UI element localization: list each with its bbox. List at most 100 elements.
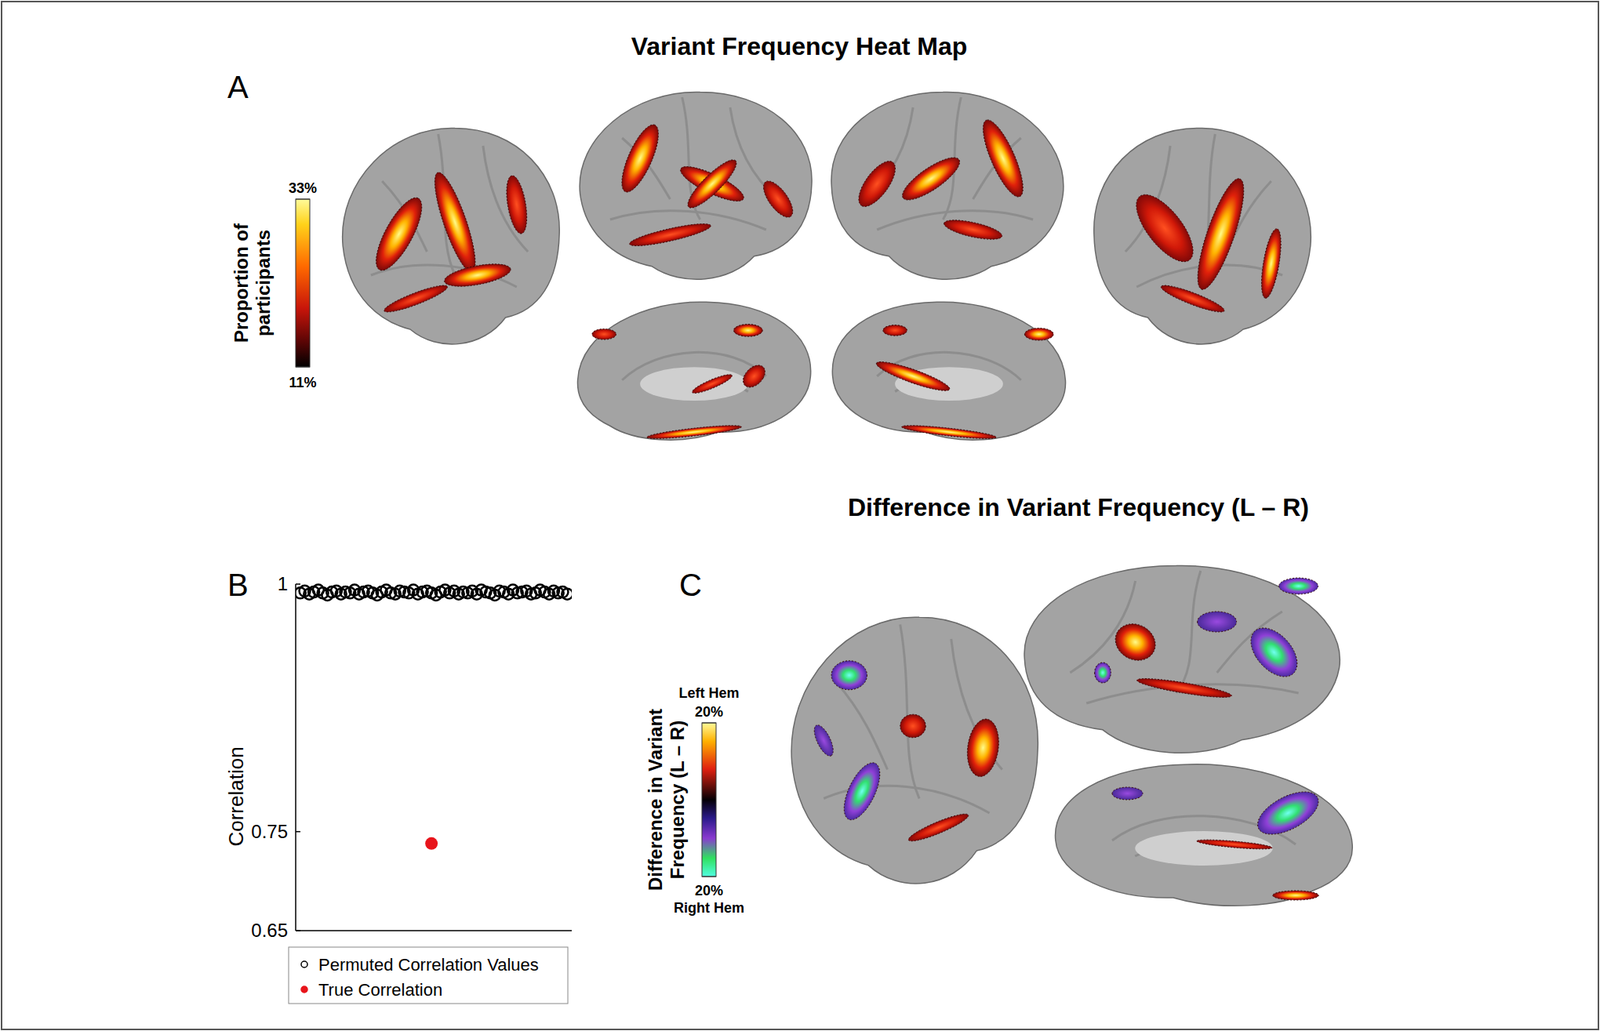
blob <box>1112 787 1143 800</box>
colorbar-tick <box>701 723 717 724</box>
brain <box>342 127 560 345</box>
blob <box>810 722 837 760</box>
blob <box>592 328 617 340</box>
sulcus <box>836 683 888 771</box>
sulcus <box>900 625 920 800</box>
line: Frequency (L – R) <box>666 720 688 880</box>
brain-surface <box>1024 565 1340 753</box>
legend-label: True Correlation <box>318 980 443 1000</box>
colorbar-label: Proportion ofparticipants <box>230 222 274 343</box>
line: Difference in Variant <box>644 709 666 891</box>
title: Variant Frequency Heat Map <box>631 32 968 61</box>
blob <box>427 168 484 277</box>
title: Difference in Variant Frequency (L – R) <box>847 493 1310 522</box>
blob <box>1189 174 1253 295</box>
blob <box>627 219 713 251</box>
blob <box>831 661 868 691</box>
medial-wall <box>640 367 749 401</box>
brain <box>1094 127 1312 345</box>
blob <box>941 216 1004 244</box>
legend-marker <box>301 986 308 993</box>
brain-surface <box>832 301 1066 440</box>
colorbar-tick-label: 20% <box>694 883 724 899</box>
colorbar-tick-label: 33% <box>288 180 317 197</box>
blob <box>688 371 735 396</box>
blob <box>738 363 770 390</box>
marks <box>295 585 572 851</box>
brain-surface <box>579 91 812 280</box>
blob <box>381 281 450 317</box>
brain-surface <box>831 91 1064 280</box>
blob <box>906 810 971 847</box>
brain-surface <box>791 617 1038 884</box>
blob <box>1197 611 1237 633</box>
brain <box>579 91 812 280</box>
brain <box>831 91 1064 280</box>
blob <box>681 155 743 213</box>
panel-label: B <box>227 567 249 603</box>
blob <box>836 756 888 827</box>
legend-label: Permuted Correlation Values <box>318 955 539 975</box>
blob <box>895 151 967 207</box>
brain-surface <box>577 301 811 440</box>
colorbar-tick <box>701 876 717 878</box>
colorbar-tick <box>295 199 310 200</box>
y-tick <box>295 930 301 932</box>
blob <box>975 116 1032 201</box>
colorbar <box>295 199 310 368</box>
blob <box>1159 281 1227 317</box>
panel-label: A <box>227 69 249 105</box>
y-tick-label: 1 <box>277 573 288 595</box>
colorbar-title: Proportion ofparticipants <box>230 222 274 343</box>
blob <box>502 174 531 236</box>
sulcus <box>1176 570 1201 694</box>
blob <box>1241 624 1306 681</box>
point <box>561 589 572 600</box>
point <box>425 837 438 851</box>
line: Proportion of <box>230 222 252 343</box>
blob <box>1272 890 1320 901</box>
blob <box>1245 787 1331 840</box>
blob <box>900 714 927 739</box>
brain <box>832 301 1066 441</box>
legend-box <box>288 947 568 1004</box>
blob <box>883 325 908 337</box>
colorbar-tick-label: 20% <box>694 704 724 720</box>
blob <box>900 422 997 441</box>
y-label: Correlation <box>224 746 248 847</box>
brain-surface <box>1055 764 1353 906</box>
blob <box>645 422 742 441</box>
blob <box>851 156 903 211</box>
blob <box>1134 675 1234 702</box>
legend-marker <box>301 961 308 968</box>
frame <box>1 1 1599 1030</box>
blob <box>1196 838 1274 852</box>
colorbar <box>701 723 717 877</box>
medial-wall <box>1134 831 1273 866</box>
y-tick <box>295 831 301 833</box>
colorbar-end-label: Right Hem <box>673 900 745 917</box>
colorbar-title: Difference in VariantFrequency (L – R) <box>644 709 688 891</box>
blob <box>1279 578 1319 595</box>
blob <box>733 324 763 338</box>
figure: Variant Frequency Heat Map A 33% 11% Proport… <box>0 0 1600 1031</box>
blob <box>367 191 431 277</box>
colorbar-label: Difference in VariantFrequency (L – R) <box>644 709 688 891</box>
colorbar-tick-label: 11% <box>288 374 317 391</box>
y-title: Correlation <box>224 746 248 847</box>
line: participants <box>252 229 274 337</box>
blob <box>443 259 513 291</box>
y-tick-label: 0.75 <box>250 821 288 843</box>
blob <box>1257 227 1285 300</box>
colorbar-end-label: Left Hem <box>678 685 739 702</box>
blob <box>963 716 1004 780</box>
brain <box>791 617 1038 884</box>
blob <box>757 177 799 221</box>
brain <box>1024 565 1340 753</box>
blob <box>872 357 955 396</box>
y-axis <box>294 584 297 931</box>
y-tick-label: 0.65 <box>250 920 288 942</box>
panel-label: C <box>679 567 702 603</box>
brain <box>577 301 811 441</box>
brain-surface <box>342 127 560 345</box>
